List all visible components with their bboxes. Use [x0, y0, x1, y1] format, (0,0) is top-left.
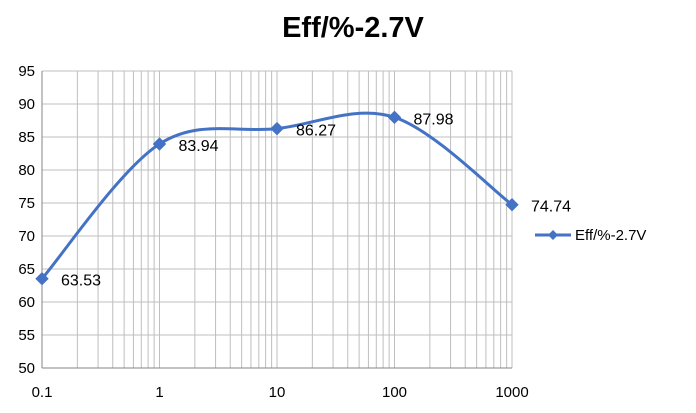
x-tick-label: 0.1: [32, 384, 53, 401]
data-point-marker: [152, 137, 167, 151]
y-tick-label: 90: [18, 96, 35, 113]
series-layer: [35, 110, 519, 286]
x-tick-label: 1: [155, 384, 163, 401]
data-point-marker: [387, 110, 402, 125]
chart-title: Eff/%-2.7V: [282, 12, 424, 44]
data-label: 87.98: [414, 111, 454, 128]
x-tick-label: 1000: [495, 384, 528, 401]
y-tick-label: 50: [18, 360, 35, 377]
legend-diamond-marker: [548, 230, 558, 240]
y-tick-label: 65: [18, 261, 35, 278]
y-tick-label: 75: [18, 195, 35, 212]
x-tick-label: 100: [382, 384, 407, 401]
data-labels: 63.53 83.94 86.27 87.98 74.74: [61, 111, 571, 289]
data-point-marker: [35, 271, 49, 286]
data-label: 86.27: [296, 123, 336, 140]
data-point-marker: [505, 198, 519, 212]
y-tick-label: 55: [18, 327, 35, 344]
y-tick-label: 95: [18, 63, 35, 80]
y-axis-tick-labels: 50 55 60 65 70 75 80 85 90 95: [18, 63, 35, 377]
y-tick-label: 60: [18, 294, 35, 311]
x-tick-label: 10: [269, 384, 286, 401]
legend-label: Eff/%-2.7V: [575, 227, 646, 244]
data-label: 83.94: [179, 138, 219, 155]
y-tick-label: 70: [18, 228, 35, 245]
data-point-marker: [270, 121, 284, 136]
y-tick-label: 85: [18, 129, 35, 146]
data-label: 63.53: [61, 273, 101, 290]
legend: Eff/%-2.7V: [535, 227, 646, 244]
x-axis-tick-labels: 0.1 1 10 100 1000: [32, 384, 529, 401]
y-tick-label: 80: [18, 162, 35, 179]
gridlines: [41, 70, 513, 369]
data-label: 74.74: [531, 199, 571, 216]
